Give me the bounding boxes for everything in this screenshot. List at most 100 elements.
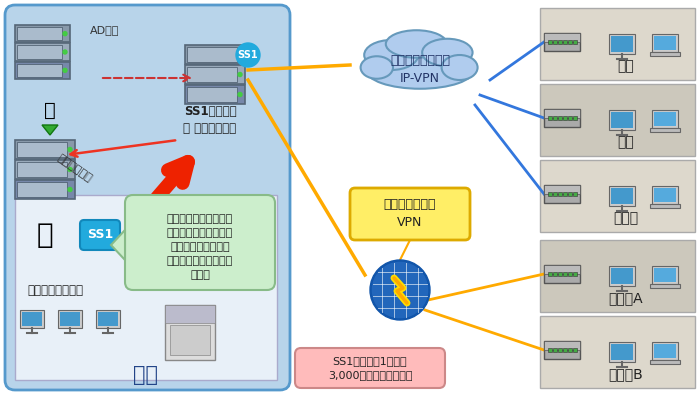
Bar <box>650 360 680 364</box>
Bar <box>544 33 580 51</box>
Text: 支店: 支店 <box>617 59 634 73</box>
Bar <box>558 40 561 44</box>
Ellipse shape <box>360 56 393 79</box>
Bar <box>544 341 580 359</box>
Bar <box>553 272 556 276</box>
Bar <box>540 84 695 156</box>
Bar <box>558 348 561 352</box>
Bar <box>652 186 678 204</box>
Bar <box>17 182 67 197</box>
Bar <box>540 8 695 80</box>
Text: 管理クライアント: 管理クライアント <box>27 284 83 296</box>
Polygon shape <box>42 125 58 135</box>
Bar <box>563 192 566 196</box>
Bar <box>548 116 552 120</box>
Bar <box>548 348 552 352</box>
Bar <box>573 116 577 120</box>
Bar <box>58 310 82 328</box>
Bar <box>654 36 676 50</box>
Bar <box>568 348 571 352</box>
Bar <box>540 316 695 388</box>
Text: 作業所A: 作業所A <box>608 291 643 305</box>
Circle shape <box>238 52 242 56</box>
Bar <box>650 204 680 208</box>
Bar <box>187 67 237 82</box>
FancyBboxPatch shape <box>295 348 445 388</box>
Bar <box>652 110 678 128</box>
Bar <box>558 192 561 196</box>
Circle shape <box>68 148 72 152</box>
Circle shape <box>63 32 67 36</box>
Bar <box>652 266 678 284</box>
Bar <box>654 344 676 358</box>
Text: 作業所B: 作業所B <box>608 367 643 381</box>
Bar <box>558 116 561 120</box>
Text: 支店: 支店 <box>617 135 634 149</box>
Text: 広域イーサネット
IP-VPN: 広域イーサネット IP-VPN <box>390 54 450 86</box>
Bar <box>185 65 245 84</box>
FancyBboxPatch shape <box>125 195 275 290</box>
Bar <box>652 342 678 360</box>
Bar <box>17 45 62 59</box>
Bar <box>553 116 556 120</box>
Bar <box>650 284 680 288</box>
Text: インターネット
VPN: インターネット VPN <box>384 198 436 230</box>
Circle shape <box>238 92 242 96</box>
Bar <box>540 160 695 232</box>
Ellipse shape <box>366 51 474 89</box>
Text: サーバー監視: サーバー監視 <box>56 152 94 184</box>
Text: AD連携: AD連携 <box>90 25 120 35</box>
Bar <box>15 43 70 61</box>
Bar <box>15 62 70 79</box>
Bar <box>573 192 577 196</box>
FancyBboxPatch shape <box>350 188 470 240</box>
Bar <box>544 185 580 203</box>
Ellipse shape <box>364 40 418 70</box>
Bar <box>553 192 556 196</box>
Bar <box>185 85 245 104</box>
Bar <box>17 142 67 157</box>
Bar <box>15 140 75 159</box>
Bar <box>611 188 633 204</box>
Bar <box>573 40 577 44</box>
Bar <box>553 348 556 352</box>
Bar <box>654 268 676 282</box>
Bar <box>15 195 277 380</box>
Bar <box>563 272 566 276</box>
Bar <box>609 342 635 362</box>
Bar <box>611 344 633 360</box>
Circle shape <box>63 50 67 54</box>
Bar <box>563 348 566 352</box>
Bar <box>568 116 571 120</box>
Bar <box>654 112 676 126</box>
Bar <box>650 128 680 132</box>
Bar <box>548 192 552 196</box>
Bar <box>609 110 635 130</box>
Bar <box>60 312 80 326</box>
Bar <box>573 348 577 352</box>
Bar <box>185 45 245 64</box>
Bar <box>187 87 237 102</box>
Circle shape <box>236 43 260 67</box>
Bar <box>609 186 635 206</box>
Bar <box>20 310 44 328</box>
Bar <box>15 160 75 179</box>
Ellipse shape <box>422 39 472 66</box>
Bar <box>609 34 635 54</box>
Bar <box>650 52 680 56</box>
Bar <box>611 112 633 128</box>
Ellipse shape <box>442 55 477 80</box>
Bar <box>22 312 42 326</box>
Bar <box>568 272 571 276</box>
Bar <box>17 162 67 177</box>
Bar <box>15 25 70 42</box>
Bar <box>568 40 571 44</box>
Bar <box>170 325 210 355</box>
Bar <box>187 47 237 62</box>
Bar <box>540 240 695 312</box>
Bar <box>544 185 580 194</box>
Bar <box>654 188 676 202</box>
Circle shape <box>63 68 67 72</box>
Circle shape <box>372 262 428 318</box>
Text: SS1: SS1 <box>238 50 258 60</box>
